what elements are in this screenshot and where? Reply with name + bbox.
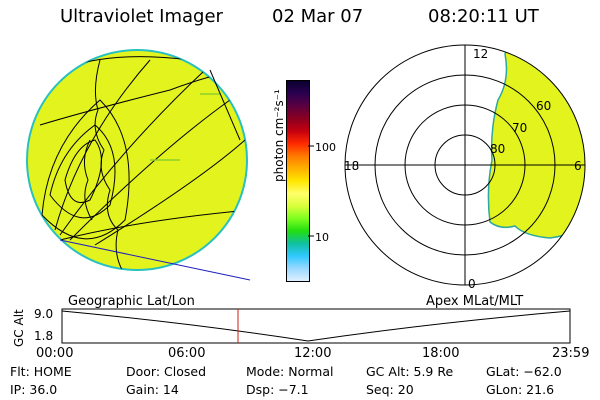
lat-label-70: 70 xyxy=(512,121,527,135)
glon-info: GLon: 21.6 xyxy=(486,382,555,397)
altitude-plot: 9.0 1.8 xyxy=(34,307,571,344)
seq-info: Seq: 20 xyxy=(366,382,414,397)
colorbar xyxy=(286,80,310,282)
ip-info: IP: 36.0 xyxy=(10,382,58,397)
door-info: Door: Closed xyxy=(126,364,207,379)
lat-label-60: 60 xyxy=(536,99,551,113)
mode-info: Mode: Normal xyxy=(246,364,334,379)
gain-info: Gain: 14 xyxy=(126,382,179,397)
alt-xtick-0000: 00:00 xyxy=(36,346,74,361)
date-label: 02 Mar 07 xyxy=(272,6,364,27)
colorbar-tick-10: 10 xyxy=(315,231,329,244)
glat-info: GLat: −62.0 xyxy=(486,364,562,379)
colorbar-tick-100: 100 xyxy=(315,141,336,154)
mlt-label-0: 0 xyxy=(468,277,476,291)
alt-xtick-1200: 12:00 xyxy=(294,346,332,361)
colorbar-ticks: 100 10 xyxy=(308,141,336,244)
lat-label-80: 80 xyxy=(490,142,505,156)
geo-panel-label: Geographic Lat/Lon xyxy=(68,294,195,309)
mlt-label-6: 6 xyxy=(574,159,582,173)
colorbar-unit-label: photon cm⁻²s⁻¹ xyxy=(272,89,286,182)
altitude-curve xyxy=(61,310,571,342)
mlt-label-12: 12 xyxy=(473,47,488,61)
time-label: 08:20:11 UT xyxy=(428,6,539,27)
filter-info: Flt: HOME xyxy=(10,364,72,379)
instrument-title: Ultraviolet Imager xyxy=(60,6,223,27)
alt-xtick-2359: 23:59 xyxy=(552,346,590,361)
alt-ytick-1.8: 1.8 xyxy=(34,329,53,343)
dsp-info: Dsp: −7.1 xyxy=(246,382,309,397)
geographic-image xyxy=(26,49,251,281)
polar-panel-label: Apex MLat/MLT xyxy=(426,294,524,309)
alt-xtick-1800: 18:00 xyxy=(422,346,460,361)
globe-disk xyxy=(26,49,248,271)
mlt-label-18: 18 xyxy=(344,159,359,173)
alt-ytick-9: 9.0 xyxy=(34,307,53,321)
alt-xtick-0600: 06:00 xyxy=(168,346,206,361)
polar-plot: 12 18 6 0 80 70 60 xyxy=(344,44,586,291)
gc-alt-info: GC Alt: 5.9 Re xyxy=(366,364,454,379)
